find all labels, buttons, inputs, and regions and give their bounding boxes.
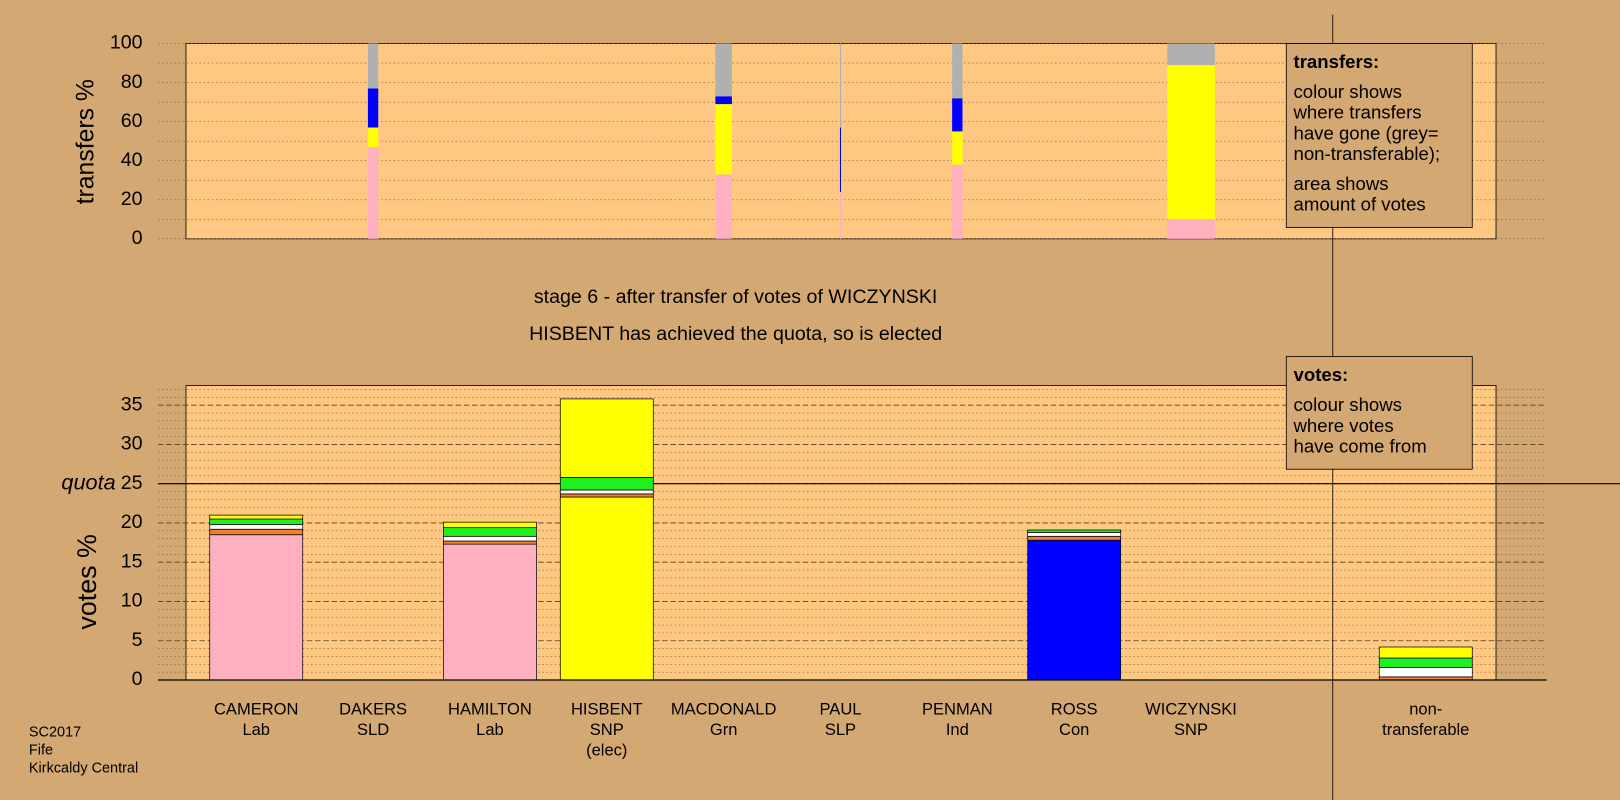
y-tick-label: 0 — [132, 668, 143, 690]
transfer-segment — [952, 164, 963, 239]
transfer-segment — [952, 98, 963, 132]
bar-segment — [559, 496, 654, 681]
bar-segment — [1378, 667, 1473, 678]
x-tick-label: WICZYNSKI — [1145, 699, 1237, 718]
x-tick-label: Con — [1059, 720, 1089, 739]
transfer-segment — [367, 88, 379, 128]
transfer-segment — [715, 43, 732, 97]
x-tick-label: Grn — [710, 720, 738, 739]
bar-segment — [209, 528, 304, 536]
note-line: amount of votes — [1294, 194, 1426, 215]
transfer-segment — [839, 127, 841, 192]
y-tick-label: 25 — [121, 472, 143, 494]
bar-segment — [209, 534, 304, 681]
chart-title: stage 6 - after transfer of votes of WIC… — [534, 286, 938, 308]
bar-segment — [1027, 529, 1122, 533]
x-tick-label: Ind — [946, 720, 969, 739]
chart-subtitle: HISBENT has achieved the quota, so is el… — [529, 323, 942, 345]
y-tick-label: 10 — [121, 590, 143, 612]
y-tick-label: 0 — [132, 227, 143, 249]
note-box — [1285, 43, 1473, 228]
bar-segment — [443, 521, 537, 529]
transfer-segment — [1167, 65, 1215, 220]
note-line: where votes — [1293, 415, 1394, 436]
x-tick-label: HAMILTON — [448, 699, 532, 718]
x-tick-label: DAKERS — [339, 699, 407, 718]
note-box — [1285, 356, 1473, 470]
transfer-segment — [839, 43, 841, 128]
note-line: colour shows — [1294, 394, 1402, 415]
note-line: where transfers — [1293, 102, 1422, 123]
y-tick-label: 35 — [121, 393, 143, 415]
transfer-segment — [715, 104, 732, 175]
x-tick-label: MACDONALD — [671, 699, 777, 718]
note-line: have come from — [1294, 435, 1427, 456]
x-tick-label: SNP — [590, 720, 624, 739]
note-title: transfers: — [1294, 51, 1380, 72]
bar-segment — [559, 477, 654, 491]
bar-segment — [1027, 539, 1122, 681]
x-tick-label: SLP — [825, 720, 856, 739]
note-line: have gone (grey= — [1294, 122, 1439, 143]
y-tick-label: 15 — [121, 550, 143, 572]
note-title: votes: — [1294, 364, 1349, 385]
note-line: colour shows — [1294, 81, 1402, 102]
transfer-segment — [952, 43, 963, 99]
y-tick-label: 20 — [121, 511, 143, 533]
bar-segment — [209, 524, 304, 530]
bar-segment — [1378, 657, 1473, 668]
y-tick-label: 100 — [110, 32, 143, 54]
x-tick-label: CAMERON — [214, 699, 298, 718]
x-tick-label: SLD — [357, 720, 389, 739]
x-tick-label: HISBENT — [571, 699, 643, 718]
bar-segment — [1027, 532, 1122, 537]
footer-line: SC2017 — [29, 724, 81, 740]
bar-segment — [1378, 646, 1473, 659]
note-line: area shows — [1294, 173, 1389, 194]
bar-segment — [209, 514, 304, 520]
quota-label: quota — [61, 469, 115, 494]
x-tick-label: PENMAN — [922, 699, 993, 718]
footer-line: Fife — [29, 743, 53, 759]
y-axis-label: transfers % — [72, 79, 99, 204]
x-tick-label: Lab — [242, 720, 270, 739]
bar-segment — [443, 535, 537, 542]
x-tick-label: Lab — [476, 720, 504, 739]
bar-segment — [443, 540, 537, 545]
y-axis-label: votes % — [72, 534, 102, 630]
transfer-segment — [839, 191, 841, 239]
note-line: non-transferable); — [1294, 143, 1441, 164]
y-tick-label: 40 — [121, 149, 143, 171]
x-tick-label: ROSS — [1051, 699, 1098, 718]
transfer-segment — [367, 43, 379, 89]
x-tick-label: transferable — [1382, 720, 1469, 739]
transfer-segment — [715, 96, 732, 105]
bar-segment — [559, 398, 654, 478]
bar-segment — [1027, 535, 1122, 541]
x-tick-label: (elec) — [586, 741, 627, 760]
y-tick-label: 5 — [132, 629, 143, 651]
transfer-segment — [1167, 219, 1215, 239]
bar-segment — [443, 543, 537, 681]
transfer-segment — [1167, 43, 1215, 66]
x-tick-label: PAUL — [820, 699, 862, 718]
transfer-segment — [952, 131, 963, 165]
transfer-segment — [367, 147, 379, 239]
y-tick-label: 80 — [121, 71, 143, 93]
y-tick-label: 20 — [121, 188, 143, 210]
transfer-segment — [367, 127, 379, 148]
bar-segment — [559, 493, 654, 498]
x-tick-label: SNP — [1174, 720, 1208, 739]
y-tick-label: 30 — [121, 433, 143, 455]
bar-segment — [443, 527, 537, 537]
bar-segment — [559, 489, 654, 495]
footer-line: Kirkcaldy Central — [29, 761, 138, 777]
y-tick-label: 60 — [121, 110, 143, 132]
bar-segment — [209, 518, 304, 525]
votes-plot-area — [185, 385, 1497, 681]
transfer-segment — [715, 174, 732, 239]
x-tick-label: non- — [1409, 699, 1442, 718]
